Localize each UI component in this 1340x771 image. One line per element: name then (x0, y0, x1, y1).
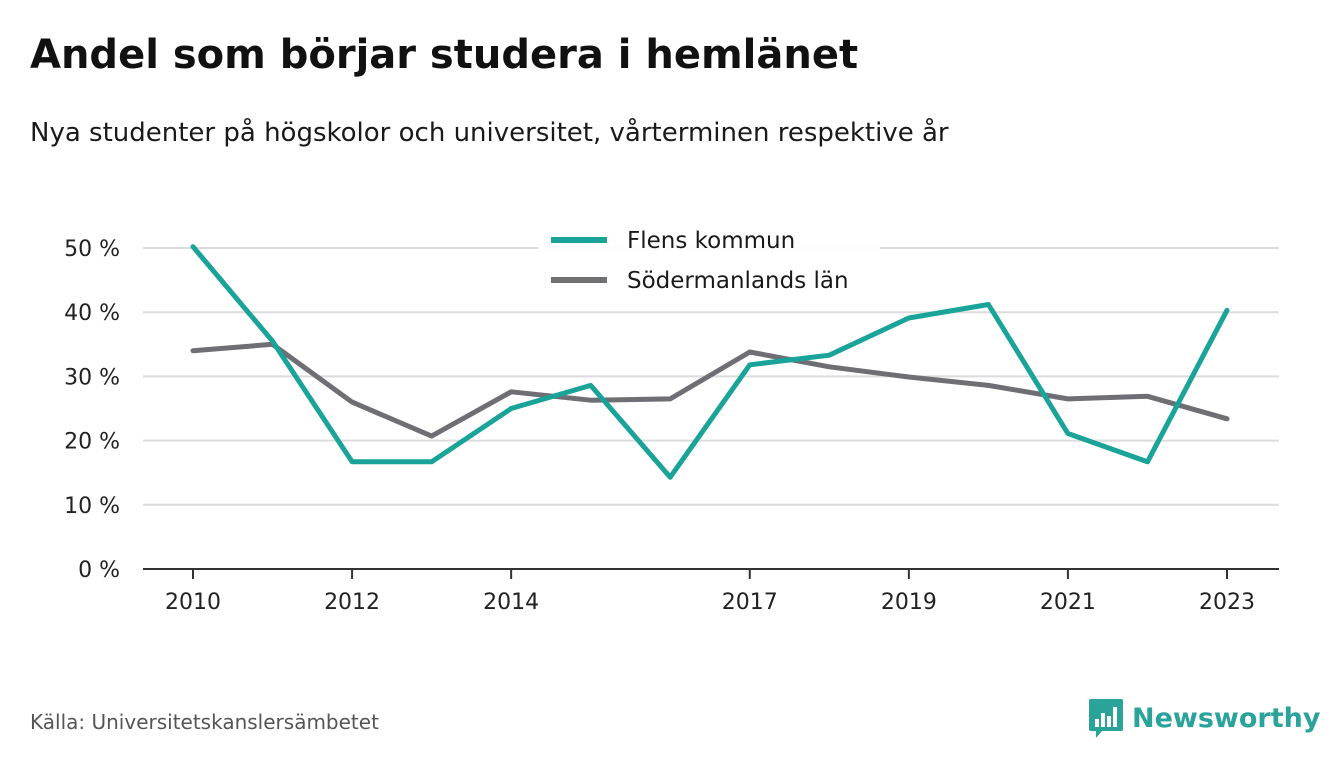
y-axis-ticks: 0 % 10 % 20 % 30 % 40 % 50 % (64, 237, 120, 583)
y-tick-label: 0 % (78, 558, 120, 583)
legend-label: Södermanlands län (627, 268, 849, 294)
chart-title: Andel som börjar studera i hemlänet (30, 32, 859, 78)
y-tick-label: 20 % (64, 430, 120, 455)
series-line-flens-kommun (190, 244, 1230, 480)
x-tick-label: 2014 (483, 590, 539, 615)
logo-text: Newsworthy (1132, 702, 1321, 734)
x-tick-label: 2023 (1199, 590, 1255, 615)
newsworthy-logo: Newsworthy (1088, 697, 1320, 739)
series-lines (190, 244, 1230, 480)
y-tick-label: 40 % (64, 301, 120, 326)
legend: Flens kommun Södermanlands län (538, 222, 880, 308)
chart-subtitle: Nya studenter på högskolor och universit… (30, 118, 949, 148)
y-tick-label: 50 % (64, 237, 120, 262)
y-tick-label: 10 % (64, 494, 120, 519)
x-tick-label: 2010 (165, 590, 221, 615)
legend-background (538, 222, 880, 308)
y-tick-label: 30 % (64, 365, 120, 390)
x-tick-label: 2017 (722, 590, 778, 615)
x-tick-label: 2012 (324, 590, 380, 615)
source-note: Källa: Universitetskanslersämbetet (30, 710, 379, 734)
bar-chart-speech-icon (1089, 699, 1123, 738)
legend-label: Flens kommun (627, 228, 795, 254)
series-line-sodermanlands-lan (190, 341, 1230, 439)
line-chart: 0 % 10 % 20 % 30 % 40 % 50 % 2010 2012 2014 2017… (64, 222, 1279, 615)
x-tick-label: 2021 (1040, 590, 1096, 615)
x-tick-label: 2019 (881, 590, 937, 615)
x-axis: 2010 2012 2014 2017 2019 2021 2023 (143, 568, 1279, 615)
